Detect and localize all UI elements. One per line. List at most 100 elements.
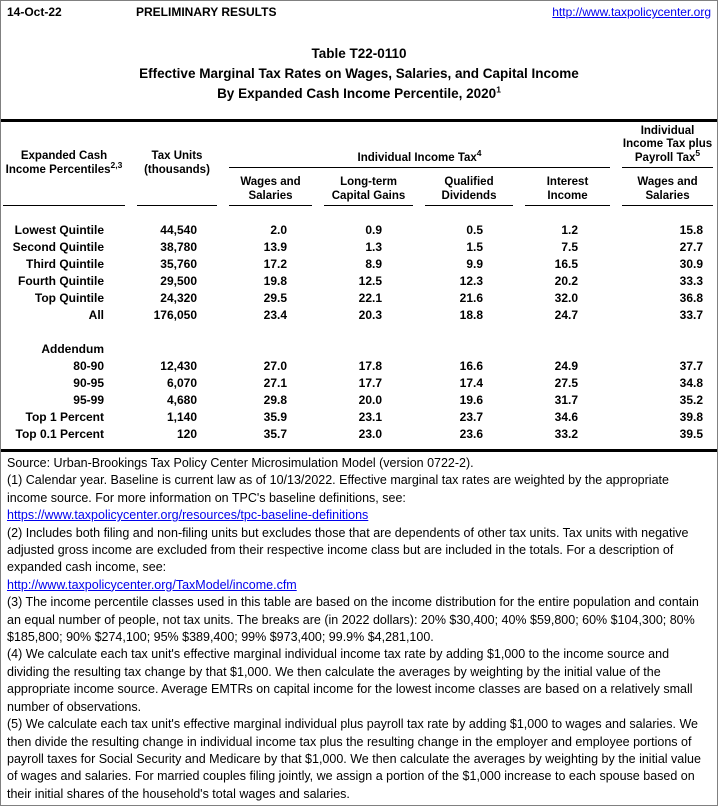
cell-tax-units: 6,070 xyxy=(166,375,197,390)
table-subtitle: By Expanded Cash Income Percentile, 2020… xyxy=(1,84,717,104)
cell-iit-ltcg: 20.0 xyxy=(358,392,382,407)
cell-iit-wages: 35.7 xyxy=(263,426,287,441)
report-date: 14-Oct-22 xyxy=(7,5,62,19)
row-label: Top Quintile xyxy=(34,290,104,305)
cell-payroll-wages: 33.3 xyxy=(679,273,704,288)
group-header-individual-income-tax: Individual Income Tax4 xyxy=(223,122,616,168)
source-note: Source: Urban-Brookings Tax Policy Cente… xyxy=(7,456,474,470)
cell-iit-wages: 27.1 xyxy=(263,375,287,390)
subheader-wages-text: Wages and Salaries xyxy=(240,176,301,202)
cell-payroll-wages: 34.8 xyxy=(679,375,704,390)
cell-iit-ltcg: 23.0 xyxy=(358,426,382,441)
cell-iit-wages: 17.2 xyxy=(263,256,287,271)
table-row-second-quintile: Second Quintile 38,780 13.9 1.3 1.5 7.5 … xyxy=(1,238,717,255)
table-row-fourth-quintile: Fourth Quintile 29,500 19.8 12.5 12.3 20… xyxy=(1,272,717,289)
row-label: Top 0.1 Percent xyxy=(15,426,104,441)
cell-iit-qdiv: 18.8 xyxy=(459,307,483,322)
footnote-1: (1) Calendar year. Baseline is current l… xyxy=(7,473,669,505)
cell-tax-units: 24,320 xyxy=(160,290,197,305)
cell-iit-ltcg: 8.9 xyxy=(365,256,382,271)
subheader-long-term-capital-gains: Long-term Capital Gains xyxy=(318,168,419,206)
footnote-ref-4: 4 xyxy=(476,147,482,158)
cell-iit-ltcg: 1.3 xyxy=(365,239,382,254)
table-row-all: All 176,050 23.4 20.3 18.8 24.7 33.7 xyxy=(1,306,717,323)
footnote-2: (2) Includes both filing and non-filing … xyxy=(7,525,689,575)
cell-payroll-wages: 27.7 xyxy=(679,239,704,254)
cell-payroll-wages: 30.9 xyxy=(679,256,704,271)
cell-tax-units: 35,760 xyxy=(160,256,197,271)
group-header-iit-plus-payroll-tax: Individual Income Tax plus Payroll Tax5 xyxy=(616,122,717,168)
cell-tax-units: 120 xyxy=(176,426,197,441)
cell-iit-ltcg: 17.7 xyxy=(358,375,382,390)
tax-rates-table: Expanded Cash Income Percentiles2,3 Tax … xyxy=(1,122,717,442)
row-label: Top 1 Percent xyxy=(25,409,104,424)
group-header-payroll-text: Individual Income Tax plus Payroll Tax xyxy=(622,124,713,164)
cell-iit-ltcg: 17.8 xyxy=(358,358,382,373)
cell-iit-interest: 34.6 xyxy=(554,409,579,424)
row-label: 80-90 xyxy=(73,358,104,373)
row-label: All xyxy=(88,307,104,322)
cell-payroll-wages: 37.7 xyxy=(679,358,704,373)
cell-tax-units: 1,140 xyxy=(166,409,197,424)
cell-iit-qdiv: 1.5 xyxy=(466,239,483,254)
cell-tax-units: 44,540 xyxy=(160,222,197,237)
preliminary-results-label: PRELIMINARY RESULTS xyxy=(136,5,277,19)
cell-iit-interest: 16.5 xyxy=(554,256,579,271)
cell-iit-qdiv: 21.6 xyxy=(459,290,483,305)
cell-iit-wages: 13.9 xyxy=(263,239,287,254)
table-number-title: Table T22-0110 xyxy=(311,46,407,61)
cell-iit-interest: 7.5 xyxy=(561,239,579,254)
cell-iit-interest: 1.2 xyxy=(561,222,579,237)
footnote-4: (4) We calculate each tax unit's effecti… xyxy=(7,647,693,714)
cell-iit-ltcg: 0.9 xyxy=(365,222,382,237)
subheader-qdiv-text: Qualified Dividends xyxy=(441,176,497,202)
col-header-expanded-cash-income-percentiles: Expanded Cash Income Percentiles2,3 xyxy=(1,122,131,206)
row-label: 90-95 xyxy=(73,375,104,390)
cell-iit-wages: 29.8 xyxy=(263,392,287,407)
footnote-3: (3) The income percentile classes used i… xyxy=(7,595,699,645)
cell-tax-units: 12,430 xyxy=(160,358,197,373)
addendum-label: Addendum xyxy=(41,341,104,356)
table-main-title: Effective Marginal Tax Rates on Wages, S… xyxy=(139,66,579,81)
cell-iit-qdiv: 23.6 xyxy=(459,426,483,441)
table-bottom-rule xyxy=(1,449,717,452)
table-row-90-95: 90-95 6,070 27.1 17.7 17.4 27.5 34.8 xyxy=(1,374,717,391)
cell-iit-wages: 19.8 xyxy=(263,273,287,288)
footnote-ref-2-3: 2,3 xyxy=(110,159,123,170)
cell-iit-qdiv: 9.9 xyxy=(466,256,483,271)
cell-payroll-wages: 36.8 xyxy=(679,290,704,305)
subheader-interest-income: Interest Income xyxy=(519,168,616,206)
cell-iit-qdiv: 12.3 xyxy=(459,273,483,288)
cell-iit-interest: 24.7 xyxy=(554,307,579,322)
table-row-95-99: 95-99 4,680 29.8 20.0 19.6 31.7 35.2 xyxy=(1,391,717,408)
table-row-top-1-percent: Top 1 Percent 1,140 35.9 23.1 23.7 34.6 … xyxy=(1,408,717,425)
row-label: 95-99 xyxy=(73,392,104,407)
cell-iit-interest: 33.2 xyxy=(554,426,579,441)
cell-iit-interest: 24.9 xyxy=(554,358,579,373)
cell-iit-interest: 27.5 xyxy=(554,375,579,390)
income-definition-link[interactable]: http://www.taxpolicycenter.org/TaxModel/… xyxy=(7,577,297,592)
col-header-tax-units-text: Tax Units (thousands) xyxy=(144,150,210,176)
cell-payroll-wages: 33.7 xyxy=(679,307,704,322)
table-row-80-90: 80-90 12,430 27.0 17.8 16.6 24.9 37.7 xyxy=(1,357,717,374)
taxpolicycenter-link[interactable]: http://www.taxpolicycenter.org xyxy=(552,5,711,19)
cell-iit-interest: 31.7 xyxy=(554,392,579,407)
table-row-lowest-quintile: Lowest Quintile 44,540 2.0 0.9 0.5 1.2 1… xyxy=(1,221,717,238)
cell-payroll-wages: 35.2 xyxy=(679,392,704,407)
cell-iit-qdiv: 0.5 xyxy=(466,222,483,237)
cell-iit-qdiv: 19.6 xyxy=(459,392,483,407)
cell-tax-units: 4,680 xyxy=(166,392,197,407)
cell-iit-qdiv: 23.7 xyxy=(459,409,483,424)
spacer-row xyxy=(1,206,717,221)
cell-iit-qdiv: 16.6 xyxy=(459,358,483,373)
col-header-percentiles-text: Expanded Cash Income Percentiles xyxy=(5,150,111,176)
col-header-tax-units: Tax Units (thousands) xyxy=(131,122,223,206)
table-row-top-0-1-percent: Top 0.1 Percent 120 35.7 23.0 23.6 33.2 … xyxy=(1,425,717,442)
cell-tax-units: 29,500 xyxy=(160,273,197,288)
cell-iit-ltcg: 12.5 xyxy=(358,273,382,288)
baseline-definitions-link[interactable]: https://www.taxpolicycenter.org/resource… xyxy=(7,508,369,523)
cell-iit-interest: 32.0 xyxy=(554,290,579,305)
subheader-ltcg-text: Long-term Capital Gains xyxy=(331,176,406,202)
cell-tax-units: 176,050 xyxy=(153,307,197,322)
subheader-interest-text: Interest Income xyxy=(546,176,589,202)
